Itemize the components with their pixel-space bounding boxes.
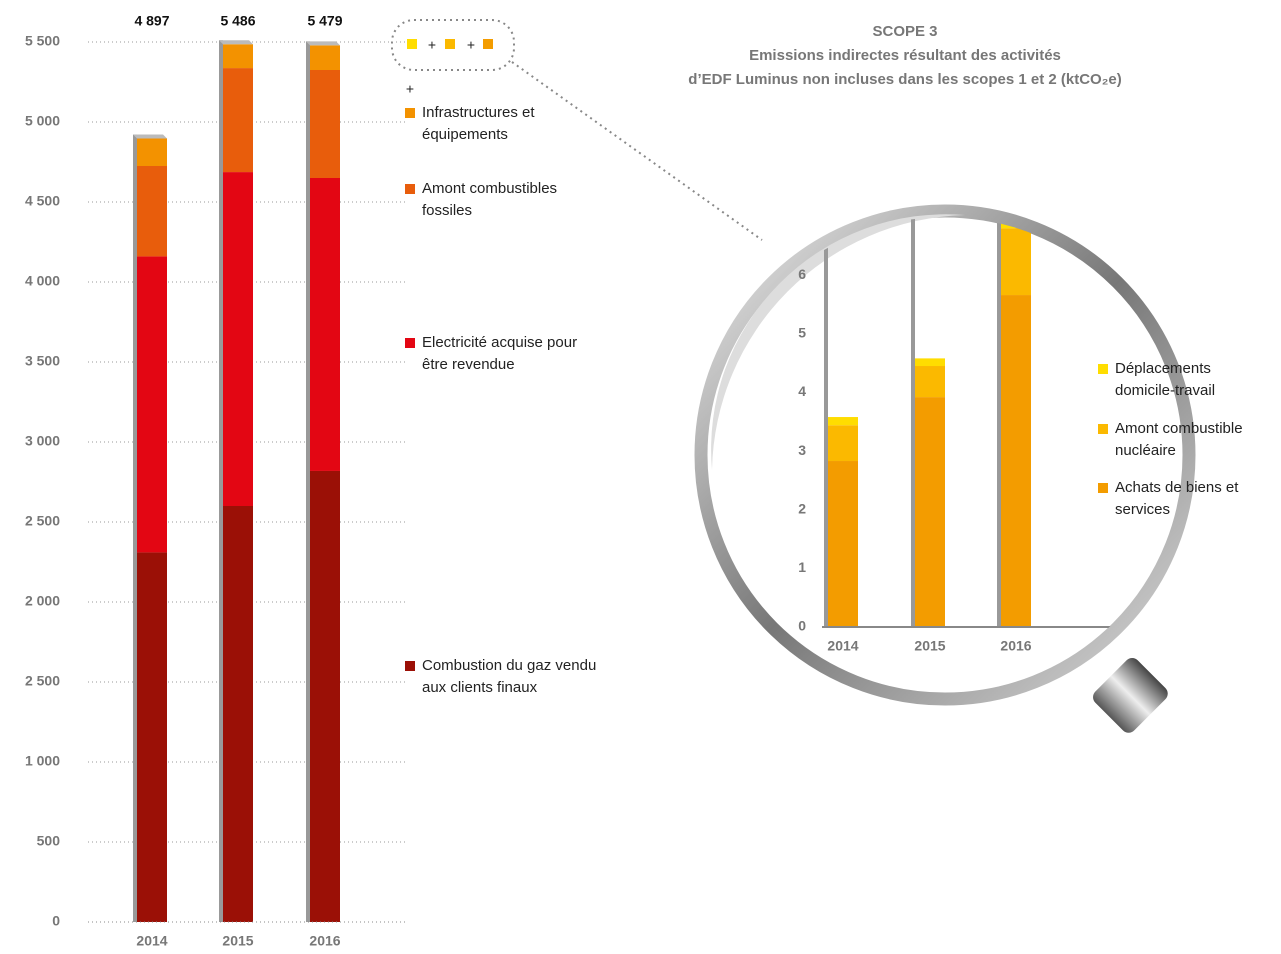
y-tick-label: 5 000: [25, 113, 60, 129]
bar-side: [219, 40, 223, 923]
bar-segment: [137, 166, 167, 257]
x-tick-label: 2014: [136, 933, 167, 949]
bar-segment: [137, 256, 167, 553]
bar-segment: [828, 417, 858, 426]
legend-label: Amont combustibles fossiles: [422, 180, 558, 219]
legend-swatch: [405, 184, 415, 194]
y-tick-label: 2: [798, 500, 806, 516]
legend-swatch: [405, 661, 415, 671]
legend-swatch: [1098, 364, 1108, 374]
inset-subtitle: Emissions indirectes résultant des activ…: [749, 47, 1061, 64]
y-tick-label: 4 500: [25, 193, 60, 209]
y-tick-label: 3: [798, 442, 806, 458]
plus: +: [406, 81, 414, 97]
y-tick-label: 2 000: [25, 593, 60, 609]
y-tick-label: 2 500: [25, 513, 60, 529]
box-swatch: [483, 39, 493, 49]
y-tick-label: 4 000: [25, 273, 60, 289]
inset-title: SCOPE 3: [872, 23, 937, 40]
x-tick-label: 2014: [827, 638, 858, 654]
bar-segment: [915, 358, 945, 367]
bar-segment: [310, 470, 340, 922]
legend-swatch: [405, 338, 415, 348]
legend-label: Achats de biens et services: [1115, 479, 1239, 518]
y-tick-label: 0: [52, 913, 60, 929]
bar-segment: [1001, 295, 1031, 627]
bar-segment: [310, 70, 340, 178]
total-label: 5 486: [220, 13, 255, 29]
x-tick-label: 2015: [914, 638, 945, 654]
bar-segment: [223, 68, 253, 173]
plus: +: [467, 37, 475, 53]
y-tick-label: 500: [37, 833, 61, 849]
legend-swatch: [405, 108, 415, 118]
bar-cap: [219, 40, 253, 45]
y-tick-label: 1: [798, 559, 806, 575]
y-tick-label: 3 000: [25, 433, 60, 449]
y-tick-label: 4: [798, 383, 806, 399]
y-tick-label: 6: [798, 266, 806, 282]
legend-swatch: [1098, 483, 1108, 493]
box-swatch: [445, 39, 455, 49]
bar-segment: [915, 366, 945, 398]
legend-label: Amont combustible nucléaire: [1115, 420, 1243, 459]
y-tick-label: 5 500: [25, 33, 60, 49]
total-label: 5 479: [307, 13, 342, 29]
bar-cap: [306, 41, 340, 46]
plus: +: [428, 37, 436, 53]
x-tick-label: 2016: [309, 933, 340, 949]
legend-box: [391, 19, 515, 71]
bar-side: [306, 41, 310, 923]
legend-label: Combustion du gaz vendu aux clients fina…: [422, 657, 597, 696]
bar-segment: [828, 461, 858, 627]
bar-segment: [137, 138, 167, 166]
bar-side: [824, 217, 828, 627]
bar-segment: [310, 178, 340, 471]
legend-label: Electricité acquise pour être revendue: [422, 334, 578, 373]
legend-swatch: [1098, 424, 1108, 434]
bar-segment: [137, 552, 167, 922]
x-tick-label: 2015: [222, 933, 253, 949]
y-tick-label: 0: [798, 618, 806, 634]
bar-side: [911, 217, 915, 627]
bar-segment: [223, 44, 253, 69]
inset-subtitle: d’EDF Luminus non incluses dans les scop…: [688, 71, 1121, 88]
y-tick-label: 1 000: [25, 753, 60, 769]
box-swatch: [407, 39, 417, 49]
y-tick-label: 2 500: [25, 673, 60, 689]
bar-segment: [1001, 228, 1031, 296]
plot: 0 1 2 3 4 5 6 2014 2015 2016: [798, 217, 1160, 654]
legend-label: Infrastructures et équipements: [422, 104, 535, 143]
bar-segment: [828, 425, 858, 462]
y-tick-label: 5: [798, 324, 806, 340]
bar-segment: [223, 172, 253, 506]
bar-cap: [133, 134, 167, 139]
y-tick-label: 3 500: [25, 353, 60, 369]
handle: [1093, 658, 1168, 733]
bar-segment: [223, 506, 253, 922]
legend-label: Déplacements domicile-travail: [1115, 360, 1216, 399]
bar-side: [997, 217, 1001, 627]
total-label: 4 897: [134, 13, 169, 29]
bar-segment: [310, 45, 340, 70]
bar-segment: [915, 397, 945, 627]
x-tick-label: 2016: [1000, 638, 1031, 654]
bar-side: [133, 134, 137, 923]
